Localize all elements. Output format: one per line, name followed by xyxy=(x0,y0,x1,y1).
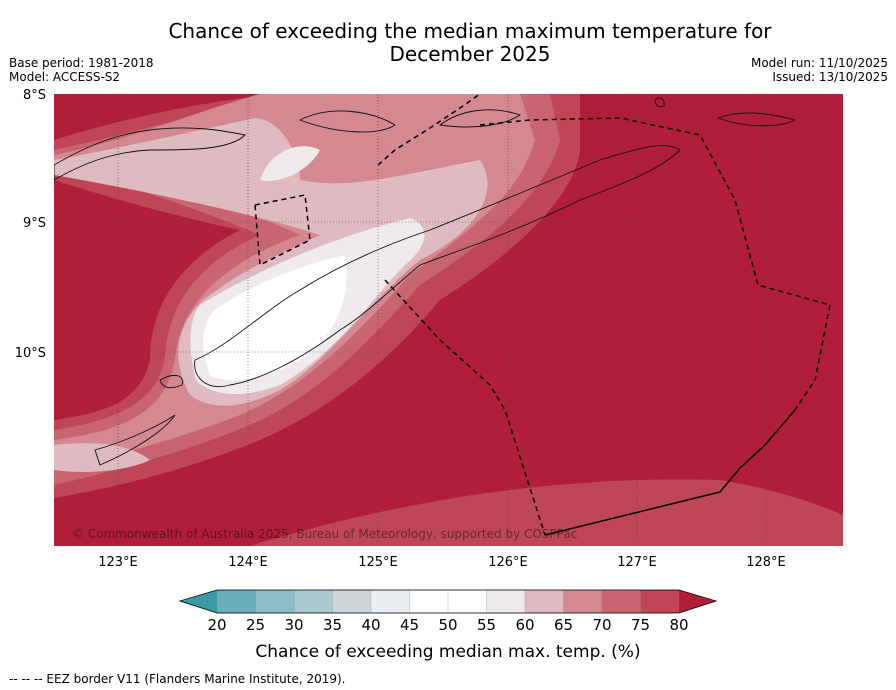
lat-label-9s: 9°S xyxy=(23,216,46,231)
model-run: Model run: 11/10/2025 xyxy=(750,56,888,70)
colorbar-band-50-55 xyxy=(447,589,488,614)
sumba-rote-coastline xyxy=(94,374,183,466)
contour-field xyxy=(54,94,843,546)
title-line-2: December 2025 xyxy=(389,42,551,66)
flores-coastline xyxy=(54,127,246,181)
lon-label-123e: 123°E xyxy=(98,555,138,570)
colorbar-tick-35: 35 xyxy=(323,616,342,634)
model-name: Model: ACCESS-S2 xyxy=(9,70,121,84)
colorbar-band-30-35 xyxy=(293,589,334,614)
colorbar-band-60-65 xyxy=(524,589,565,614)
meta-right: Model run: 11/10/2025 Issued: 13/10/2025 xyxy=(751,56,888,84)
eez-border-south xyxy=(384,279,546,536)
latitude-labels: 8°S 9°S 10°S xyxy=(15,88,46,361)
colorbar-tick-45: 45 xyxy=(400,616,419,634)
colorbar-band-45-50 xyxy=(409,589,449,614)
colorbar-tick-30: 30 xyxy=(284,616,303,634)
colorbar-tick-60: 60 xyxy=(515,616,534,634)
colorbar-tick-70: 70 xyxy=(592,616,611,634)
colorbar-outline xyxy=(178,589,718,614)
map-title: Chance of exceeding the median maximum t… xyxy=(130,20,810,66)
graticule xyxy=(54,94,843,546)
colorbar-tick-65: 65 xyxy=(554,616,573,634)
lat-label-8s: 8°S xyxy=(23,88,46,103)
lon-label-127e: 127°E xyxy=(617,555,657,570)
colorbar-band-20-25 xyxy=(216,589,257,614)
colorbar-bands xyxy=(180,589,716,614)
colorbar-tick-labels: 20 25 30 35 40 45 50 55 60 65 70 75 80 xyxy=(207,616,688,634)
colorbar-tick-80: 80 xyxy=(669,616,688,634)
eez-border xyxy=(254,94,831,536)
colorbar-extend-high xyxy=(679,590,716,613)
base-period: Base period: 1981-2018 xyxy=(9,56,154,70)
alor-wetar-coastline xyxy=(298,109,522,133)
colorbar-tick-20: 20 xyxy=(207,616,226,634)
band-70-75-south xyxy=(250,479,843,546)
title-line-1: Chance of exceeding the median maximum t… xyxy=(168,19,772,43)
lat-label-10s: 10°S xyxy=(15,346,46,361)
eez-border-solid xyxy=(544,409,796,536)
colorbar-tick-40: 40 xyxy=(361,616,380,634)
colorbar-tick-25: 25 xyxy=(246,616,265,634)
colorbar-title: Chance of exceeding median max. temp. (%… xyxy=(255,642,640,662)
colorbar-band-65-70 xyxy=(563,589,603,614)
lon-label-124e: 124°E xyxy=(228,555,268,570)
band-45-50 xyxy=(203,255,347,380)
colorbar-tick-75: 75 xyxy=(631,616,650,634)
colorbar: 20 25 30 35 40 45 50 55 60 65 70 75 80 Chance of exc… xyxy=(178,589,718,662)
colorbar-band-35-40 xyxy=(332,589,372,614)
colorbar-band-75-80 xyxy=(640,589,680,614)
meta-left: Base period: 1981-2018 Model: ACCESS-S2 xyxy=(9,56,154,84)
colorbar-band-25-30 xyxy=(255,589,295,614)
east-islands-coastline xyxy=(654,97,797,127)
timor-coastline xyxy=(194,145,681,388)
coastlines xyxy=(54,97,797,466)
colorbar-band-55-60 xyxy=(486,589,526,614)
issued-date: Issued: 13/10/2025 xyxy=(772,70,888,84)
colorbar-tick-50: 50 xyxy=(438,616,457,634)
colorbar-tick-55: 55 xyxy=(477,616,496,634)
lon-label-126e: 126°E xyxy=(488,555,528,570)
colorbar-band-40-45 xyxy=(370,589,411,614)
eez-border-west xyxy=(254,94,481,267)
eez-footnote: -- -- -- EEZ border V11 (Flanders Marine… xyxy=(9,672,346,686)
lon-label-125e: 125°E xyxy=(358,555,398,570)
longitude-labels: 123°E 124°E 125°E 126°E 127°E 128°E xyxy=(98,555,786,570)
colorbar-band-70-75 xyxy=(601,589,642,614)
colorbar-extend-low xyxy=(180,590,217,613)
lon-label-128e: 128°E xyxy=(746,555,786,570)
copyright-watermark: © Commonwealth of Australia 2025, Bureau… xyxy=(72,527,577,541)
